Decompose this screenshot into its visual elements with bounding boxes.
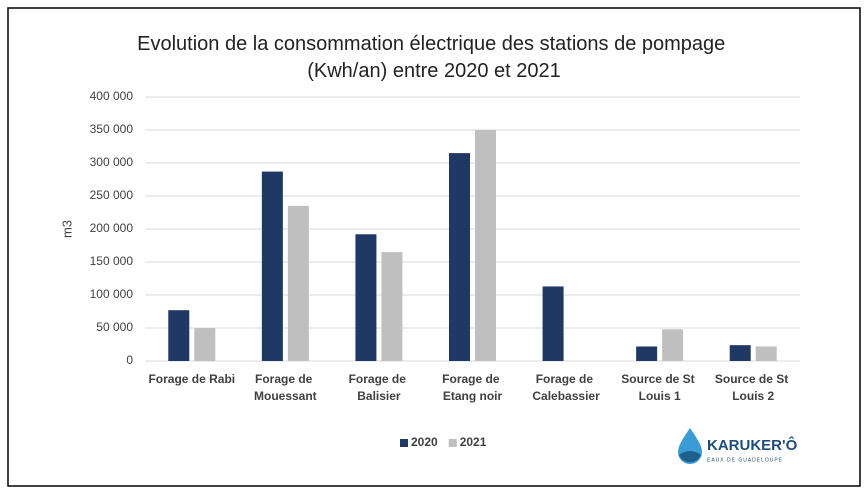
bar <box>287 205 309 361</box>
bar <box>636 346 658 361</box>
y-tick-label: 300 000 <box>90 155 134 169</box>
logo-tagline: EAUX DE GUADELOUPE <box>707 457 783 463</box>
y-tick-label: 400 000 <box>90 89 134 103</box>
bar <box>261 171 283 361</box>
y-tick-label: 150 000 <box>90 254 134 268</box>
x-tick-label: Forage de Rabi <box>148 372 235 386</box>
y-tick-label: 0 <box>126 353 133 367</box>
bar <box>662 329 684 361</box>
x-tick-label: Forage de Calebassier <box>532 372 600 403</box>
logo-icon <box>678 428 702 464</box>
bar <box>475 130 496 361</box>
x-tick-label: Source de St Louis 2 <box>715 372 792 403</box>
bar <box>449 153 470 361</box>
y-tick-label: 200 000 <box>90 221 134 235</box>
bar <box>755 346 777 361</box>
legend-swatch <box>448 439 457 447</box>
legend-label: 2020 <box>411 435 438 449</box>
bar <box>194 328 216 361</box>
frame <box>7 7 861 487</box>
bar <box>168 310 190 361</box>
chart-title: Evolution de la consommation électrique … <box>137 33 731 82</box>
legend-swatch <box>400 439 408 447</box>
bar <box>542 286 564 361</box>
y-axis-label: m3 <box>59 220 74 238</box>
y-tick-label: 50 000 <box>96 320 133 334</box>
y-tick-label: 350 000 <box>90 122 134 136</box>
bar <box>729 345 751 361</box>
y-tick-label: 250 000 <box>90 188 134 202</box>
bar <box>381 252 403 361</box>
x-tick-label: Forage de Mouessant <box>254 372 317 403</box>
bar <box>355 234 377 361</box>
legend-label: 2021 <box>460 435 487 449</box>
x-tick-label: Forage de Balisier <box>349 372 410 403</box>
x-tick-label: Source de St Louis 1 <box>621 372 698 403</box>
logo-name: KARUKER'Ô <box>707 436 798 454</box>
x-tick-label: Forage de Etang noir <box>442 372 503 403</box>
y-tick-label: 100 000 <box>90 287 134 301</box>
